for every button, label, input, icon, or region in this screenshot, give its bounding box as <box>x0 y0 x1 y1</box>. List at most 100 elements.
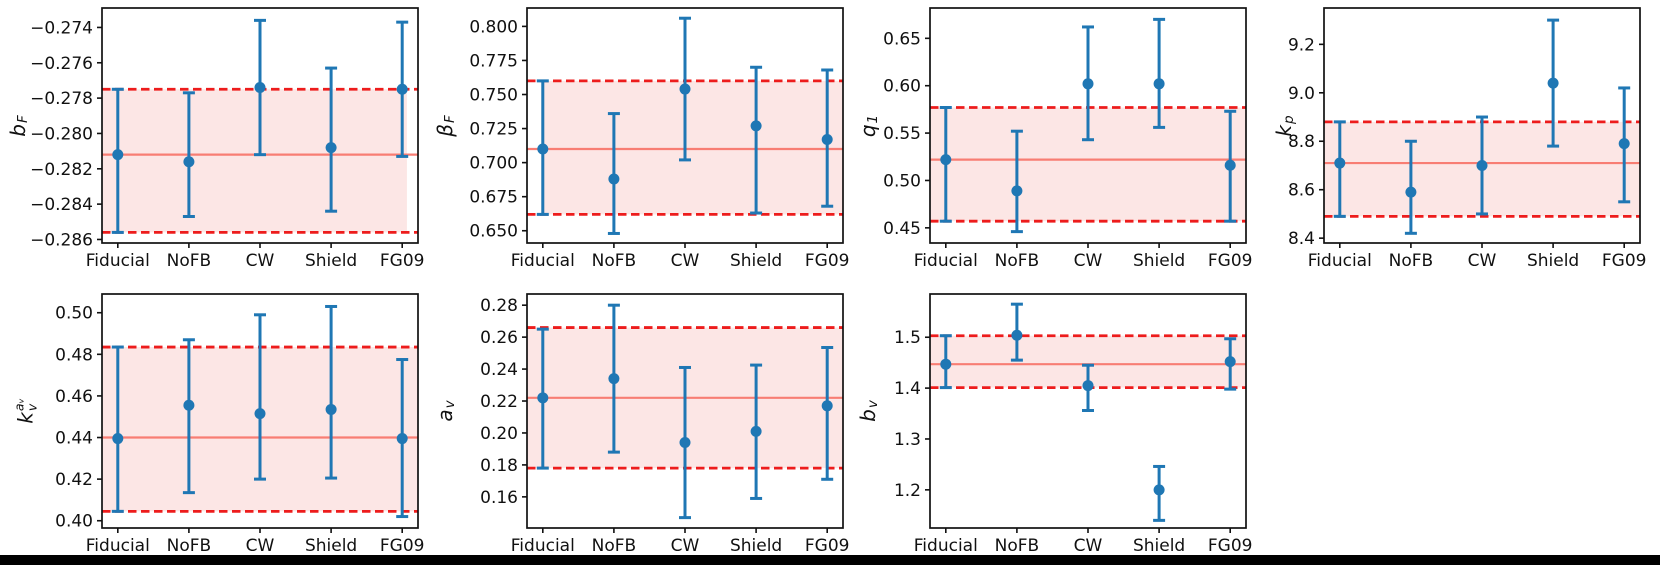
data-point-FG09 <box>1618 138 1630 150</box>
y-tick-label: 0.750 <box>469 86 518 106</box>
y-tick-label: −0.274 <box>30 18 93 38</box>
ylabel-subscript: v <box>865 400 882 409</box>
x-tick-label-FG09: FG09 <box>1208 536 1253 556</box>
x-tick-label-NoFB: NoFB <box>995 536 1040 556</box>
y-tick-label: −0.278 <box>30 89 93 109</box>
data-point-Shield <box>1153 484 1165 496</box>
data-point-NoFB <box>1011 329 1023 341</box>
y-tick-label: 0.700 <box>469 154 518 174</box>
data-point-NoFB <box>1405 186 1417 198</box>
y-tick-label: 0.55 <box>883 124 921 144</box>
x-tick-label-Fiducial: Fiducial <box>1308 251 1372 271</box>
data-point-FG09 <box>821 133 833 145</box>
data-point-Fiducial <box>940 358 952 370</box>
data-point-Fiducial <box>940 154 952 166</box>
data-point-CW <box>679 83 691 95</box>
y-tick-label: −0.280 <box>30 124 93 144</box>
y-tick-label: 8.6 <box>1288 181 1315 201</box>
subplot-beta_F: 0.800 0.775 0.750 0.725 0.700 0.675 0.650 Fiduc… <box>469 7 850 271</box>
y-tick-label: 0.22 <box>480 392 518 412</box>
data-point-NoFB <box>183 399 195 411</box>
x-tick-label-NoFB: NoFB <box>167 536 212 556</box>
x-tick-label-NoFB: NoFB <box>995 251 1040 271</box>
ylabel-base: b <box>6 123 30 137</box>
y-tick-label: 0.45 <box>883 219 921 239</box>
ylabel-base: k <box>1272 124 1296 137</box>
data-point-Fiducial <box>537 392 549 404</box>
data-point-NoFB <box>183 156 195 168</box>
subplot-q_1: 0.65 0.60 0.55 0.50 0.45 Fiducial NoFB CW Shield… <box>883 7 1252 271</box>
x-tick-label-CW: CW <box>1468 251 1497 271</box>
data-point-FG09 <box>396 433 408 445</box>
subplot-b_v: 1.5 1.4 1.3 1.2 Fiducial NoFB CW Shield FG09 <box>894 293 1253 556</box>
y-tick-label: 0.725 <box>469 120 518 140</box>
y-tick-label: 0.60 <box>883 77 921 97</box>
y-tick-label: 0.675 <box>469 188 518 208</box>
x-tick-label-CW: CW <box>671 536 700 556</box>
data-point-Shield <box>1153 78 1165 90</box>
y-tick-label: 0.44 <box>55 429 93 449</box>
data-point-FG09 <box>1224 356 1236 368</box>
x-tick-label-Shield: Shield <box>730 536 782 556</box>
data-point-FG09 <box>821 400 833 412</box>
y-tick-label: 9.0 <box>1288 84 1315 104</box>
data-point-Fiducial <box>112 149 124 161</box>
ylabel-subscript: v <box>24 403 39 412</box>
subplot-b_F: −0.274 −0.276 −0.278 −0.280 −0.282 −0.284 −0.2… <box>30 7 425 271</box>
ylabel-subscript: F <box>442 114 459 123</box>
x-tick-label-FG09: FG09 <box>380 536 425 556</box>
x-tick-label-Shield: Shield <box>730 251 782 271</box>
ylabel-supsub-stack: aᵥ v <box>12 398 40 412</box>
x-tick-label-CW: CW <box>671 251 700 271</box>
ylabel-subscript: F <box>15 114 32 123</box>
y-tick-label: 0.48 <box>55 345 93 365</box>
data-point-Fiducial <box>1334 157 1346 169</box>
bottom-bar <box>0 555 1660 565</box>
x-tick-label-FG09: FG09 <box>805 251 850 271</box>
x-tick-label-NoFB: NoFB <box>167 251 212 271</box>
y-tick-label: 8.4 <box>1288 229 1315 249</box>
ylabel-base: a <box>433 409 457 422</box>
ylabel-subscript: v <box>442 400 459 409</box>
y-tick-label: 1.5 <box>894 328 921 348</box>
y-tick-label: 1.4 <box>894 379 921 399</box>
x-tick-label-NoFB: NoFB <box>592 536 637 556</box>
x-tick-label-Fiducial: Fiducial <box>914 536 978 556</box>
y-tick-label: 0.18 <box>480 456 518 476</box>
y-tick-label: 0.24 <box>480 360 518 380</box>
x-tick-label-Shield: Shield <box>1527 251 1579 271</box>
x-tick-label-NoFB: NoFB <box>1389 251 1434 271</box>
data-point-FG09 <box>396 83 408 95</box>
data-point-Shield <box>750 425 762 437</box>
x-tick-label-Fiducial: Fiducial <box>914 251 978 271</box>
x-tick-label-Fiducial: Fiducial <box>511 536 575 556</box>
y-tick-label: 0.775 <box>469 51 518 71</box>
y-tick-label: 9.2 <box>1288 35 1315 55</box>
x-tick-label-CW: CW <box>1074 251 1103 271</box>
y-tick-label: −0.284 <box>30 195 93 215</box>
x-tick-label-FG09: FG09 <box>805 536 850 556</box>
x-tick-label-FG09: FG09 <box>380 251 425 271</box>
data-point-NoFB <box>608 173 620 185</box>
y-tick-label: 8.8 <box>1288 132 1315 152</box>
data-point-Shield <box>325 403 337 415</box>
data-point-Fiducial <box>112 433 124 445</box>
y-tick-label: −0.282 <box>30 160 93 180</box>
data-point-Shield <box>325 142 337 154</box>
data-point-FG09 <box>1224 159 1236 171</box>
data-point-CW <box>254 82 266 94</box>
y-tick-label: 0.20 <box>480 424 518 444</box>
sigma-band <box>102 89 407 233</box>
data-point-Shield <box>750 120 762 132</box>
y-tick-label: 0.16 <box>480 488 518 508</box>
x-tick-label-Shield: Shield <box>1133 536 1185 556</box>
y-tick-label: −0.276 <box>30 54 93 74</box>
x-tick-label-NoFB: NoFB <box>592 251 637 271</box>
y-tick-label: 1.2 <box>894 481 921 501</box>
